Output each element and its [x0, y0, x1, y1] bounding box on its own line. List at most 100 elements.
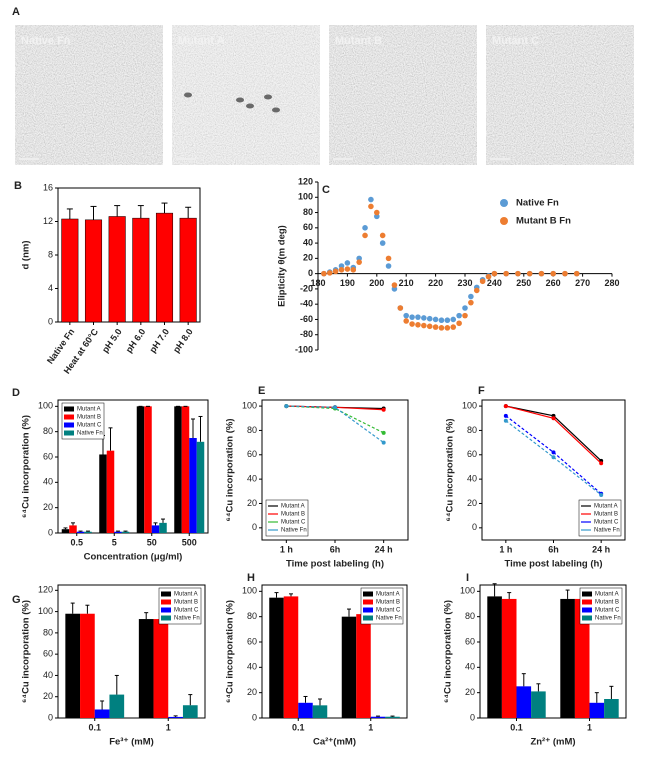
bar [189, 438, 197, 533]
aggregate [264, 94, 272, 100]
bar [94, 709, 110, 718]
plot-frame [261, 584, 408, 719]
bar [298, 702, 313, 718]
y-tick-label: -40 [300, 299, 313, 309]
x-axis-label: Concentration (μg/ml) [84, 552, 183, 563]
point [473, 287, 480, 294]
legend-marker [64, 430, 74, 436]
bar [341, 616, 357, 718]
point [573, 270, 580, 277]
bar [179, 217, 197, 323]
y-tick-label: 60 [467, 449, 477, 459]
legend-marker [363, 607, 373, 613]
legend-label: Mutant C [77, 423, 102, 429]
y-tick-label: 12 [43, 216, 53, 226]
y-axis-label: ⁶⁴Cu incorporation (%) [445, 418, 456, 521]
x-axis-label: Zn²⁺ (mM) [530, 737, 575, 748]
point [450, 316, 457, 323]
x-axis-label: Time post labeling (h) [505, 559, 603, 570]
bar [196, 441, 205, 533]
micrograph [486, 25, 634, 165]
x-tick-label: 180 [310, 278, 325, 288]
y-tick-label: 20 [43, 502, 53, 512]
bar [121, 531, 130, 533]
bar [61, 218, 79, 323]
y-tick-label: 20 [303, 253, 313, 263]
y-tick-label: 80 [303, 207, 313, 217]
point [426, 315, 433, 322]
point [432, 324, 439, 330]
legend-marker [582, 591, 592, 597]
x-tick-label: 200 [369, 278, 384, 288]
legend-marker [363, 591, 373, 597]
x-tick-label: 1 [587, 722, 592, 732]
x-tick-label: 6h [548, 544, 559, 554]
y-tick-label: 20 [247, 687, 257, 697]
bar [283, 596, 299, 718]
point [468, 299, 474, 306]
legend-marker [64, 422, 74, 428]
y-axis-label: d (nm) [21, 240, 32, 269]
bar [99, 454, 107, 533]
legend-label: Native Fn [77, 431, 103, 437]
bar [136, 406, 145, 533]
legend-label: Native Fn [594, 528, 620, 534]
point [444, 317, 451, 324]
point [326, 270, 333, 276]
bar [155, 212, 174, 323]
legend-marker [64, 406, 74, 412]
y-tick-label: 40 [43, 670, 53, 680]
point [562, 270, 568, 277]
bar [604, 699, 619, 718]
legend-label: Native Fn [516, 198, 559, 209]
legend-label: Mutant B [174, 600, 198, 606]
y-tick-label: 100 [462, 400, 477, 410]
point [362, 232, 368, 239]
legend-label: Mutant A [376, 592, 400, 598]
point [379, 232, 386, 239]
bar [108, 216, 126, 323]
y-tick-label: 80 [247, 425, 257, 435]
micrograph [172, 25, 320, 165]
y-tick-label: 60 [303, 222, 313, 232]
y-tick-label: 40 [303, 237, 313, 247]
point [321, 270, 327, 277]
legend-marker [582, 599, 592, 605]
bar [80, 613, 95, 718]
legend-label: Native Fn [595, 616, 621, 622]
point [503, 418, 508, 423]
y-axis-label: ⁶⁴Cu incorporation (%) [225, 600, 236, 703]
bar [174, 406, 182, 533]
point [485, 273, 492, 280]
y-tick-label: 80 [247, 611, 257, 621]
point [550, 270, 556, 277]
x-tick-label: 210 [399, 278, 414, 288]
legend-label: Mutant A [594, 504, 618, 510]
legend-label: Mutant B [376, 600, 400, 606]
legend-label: Native Fn [281, 528, 307, 534]
bar [61, 529, 70, 533]
point [551, 450, 556, 455]
y-tick-label: 0 [470, 712, 475, 722]
y-tick-label: 16 [43, 182, 53, 192]
legend-label: Mutant A [595, 592, 619, 598]
y-tick-label: 40 [247, 662, 257, 672]
point [450, 324, 457, 330]
y-tick-label: 40 [465, 662, 475, 672]
y-tick-label: 80 [43, 627, 53, 637]
aggregate [236, 97, 244, 103]
image-label: Mutant C [492, 35, 539, 47]
bar [181, 406, 190, 533]
point [438, 317, 445, 324]
legend-label: Mutant C [594, 520, 619, 526]
point [409, 321, 415, 327]
x-tick-label: 230 [457, 278, 472, 288]
legend-marker [161, 591, 171, 597]
y-tick-label: 60 [43, 649, 53, 659]
point [368, 203, 374, 210]
aggregate [184, 92, 192, 98]
x-tick-label: 0.1 [88, 722, 101, 732]
legend-label: Mutant B Fn [516, 216, 571, 227]
point [368, 196, 374, 203]
bar [138, 619, 154, 718]
